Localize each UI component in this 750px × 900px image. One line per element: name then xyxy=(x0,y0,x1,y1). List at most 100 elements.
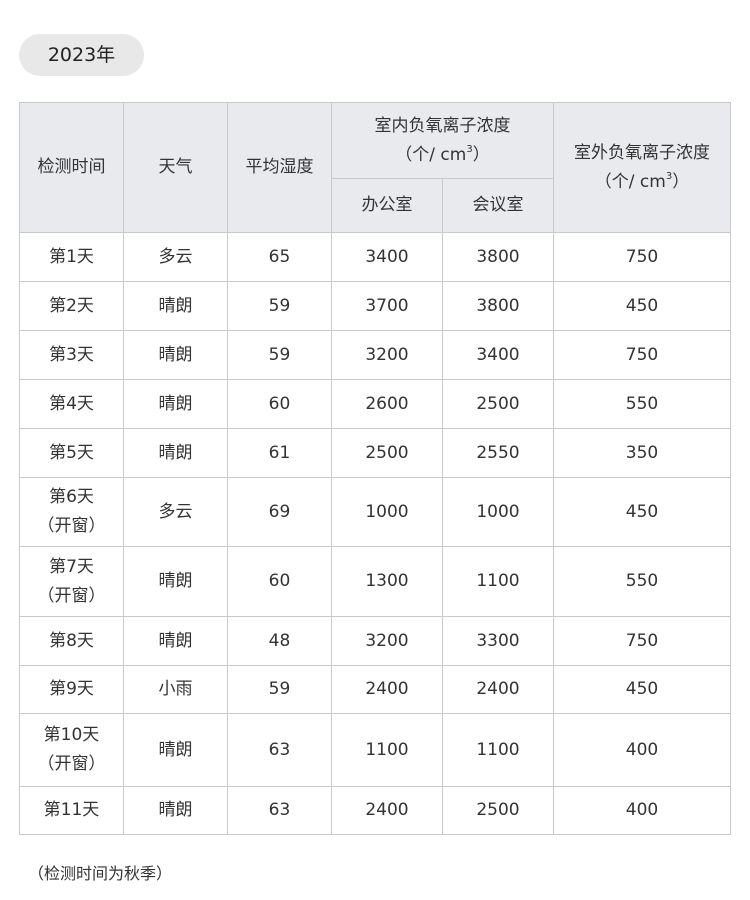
header-outdoor: 室外负氧离子浓度 （个/ cm3） xyxy=(553,102,731,233)
cell-humidity: 63 xyxy=(227,786,332,835)
day-note: （开窗） xyxy=(37,516,106,536)
cell-weather: 晴朗 xyxy=(123,786,228,835)
cell-office: 1100 xyxy=(331,713,443,787)
cell-date: 第1天 xyxy=(19,232,124,282)
cell-outdoor: 450 xyxy=(553,477,731,547)
day-note: （开窗） xyxy=(37,754,106,774)
cell-office: 2600 xyxy=(331,379,443,429)
unit-text: （个/ cm xyxy=(594,171,666,192)
cell-office: 2500 xyxy=(331,428,443,478)
table-row: 第6天 （开窗） 多云 69 1000 1000 450 xyxy=(19,477,731,547)
cell-office: 3400 xyxy=(331,232,443,282)
cell-outdoor: 400 xyxy=(553,713,731,787)
header-meeting: 会议室 xyxy=(442,178,554,233)
cell-date: 第4天 xyxy=(19,379,124,429)
header-outdoor-title: 室外负氧离子浓度 xyxy=(574,142,710,163)
table-row: 第1天 多云 65 3400 3800 750 xyxy=(19,232,731,282)
table-row: 第7天 （开窗） 晴朗 60 1300 1100 550 xyxy=(19,546,731,617)
ion-concentration-table: 检测时间 天气 平均湿度 室内负氧离子浓度 （个/ cm3） 室外负氧离子浓度 … xyxy=(19,102,731,835)
cell-weather: 晴朗 xyxy=(123,428,228,478)
cell-office: 2400 xyxy=(331,665,443,714)
cell-meeting: 3800 xyxy=(442,281,554,331)
cell-date: 第9天 xyxy=(19,665,124,714)
unit-superscript: 3 xyxy=(466,143,473,155)
cell-humidity: 59 xyxy=(227,281,332,331)
table-row: 第5天 晴朗 61 2500 2550 350 xyxy=(19,428,731,478)
header-weather: 天气 xyxy=(123,102,228,233)
cell-outdoor: 350 xyxy=(553,428,731,478)
cell-humidity: 69 xyxy=(227,477,332,547)
cell-weather: 晴朗 xyxy=(123,713,228,787)
header-office: 办公室 xyxy=(331,178,443,233)
table-row: 第10天 （开窗） 晴朗 63 1100 1100 400 xyxy=(19,713,731,787)
day-label: 第3天 xyxy=(49,344,94,365)
cell-office: 3700 xyxy=(331,281,443,331)
cell-humidity: 60 xyxy=(227,379,332,429)
cell-date: 第8天 xyxy=(19,616,124,666)
cell-date: 第10天 （开窗） xyxy=(19,713,124,787)
day-label: 第9天 xyxy=(49,679,94,699)
cell-outdoor: 450 xyxy=(553,281,731,331)
day-label: 第2天 xyxy=(49,295,94,316)
table-row: 第9天 小雨 59 2400 2400 450 xyxy=(19,665,731,714)
unit-superscript: 3 xyxy=(665,170,673,182)
cell-date: 第3天 xyxy=(19,330,124,380)
header-indoor-unit: （个/ cm3） xyxy=(332,141,553,170)
cell-date: 第11天 xyxy=(19,786,124,835)
cell-office: 1000 xyxy=(331,477,443,547)
header-humidity: 平均湿度 xyxy=(227,102,332,233)
cell-date: 第6天 （开窗） xyxy=(19,477,124,547)
header-outdoor-unit: （个/ cm3） xyxy=(554,168,730,197)
day-label: 第6天 xyxy=(49,487,94,507)
day-label: 第10天 xyxy=(43,725,100,745)
cell-humidity: 63 xyxy=(227,713,332,787)
day-label: 第1天 xyxy=(49,246,94,267)
cell-meeting: 3800 xyxy=(442,232,554,282)
day-label: 第11天 xyxy=(43,800,100,820)
cell-weather: 晴朗 xyxy=(123,330,228,380)
cell-outdoor: 400 xyxy=(553,786,731,835)
day-label: 第8天 xyxy=(49,630,94,651)
cell-meeting: 3300 xyxy=(442,616,554,666)
cell-humidity: 59 xyxy=(227,330,332,380)
cell-humidity: 61 xyxy=(227,428,332,478)
cell-date: 第7天 （开窗） xyxy=(19,546,124,617)
cell-meeting: 1100 xyxy=(442,546,554,617)
table-row: 第3天 晴朗 59 3200 3400 750 xyxy=(19,330,731,380)
cell-weather: 晴朗 xyxy=(123,379,228,429)
cell-weather: 晴朗 xyxy=(123,546,228,617)
cell-outdoor: 550 xyxy=(553,546,731,617)
cell-weather: 多云 xyxy=(123,232,228,282)
cell-meeting: 2550 xyxy=(442,428,554,478)
table-row: 第4天 晴朗 60 2600 2500 550 xyxy=(19,379,731,429)
unit-text: ） xyxy=(672,171,690,192)
cell-weather: 晴朗 xyxy=(123,616,228,666)
cell-office: 2400 xyxy=(331,786,443,835)
cell-meeting: 1000 xyxy=(442,477,554,547)
cell-outdoor: 750 xyxy=(553,330,731,380)
cell-humidity: 48 xyxy=(227,616,332,666)
cell-humidity: 65 xyxy=(227,232,332,282)
header-date: 检测时间 xyxy=(19,102,124,233)
cell-weather: 晴朗 xyxy=(123,281,228,331)
cell-outdoor: 750 xyxy=(553,616,731,666)
day-label: 第5天 xyxy=(49,442,94,463)
cell-humidity: 60 xyxy=(227,546,332,617)
cell-meeting: 2400 xyxy=(442,665,554,714)
footnote: （检测时间为秋季） xyxy=(28,864,173,883)
table-row: 第2天 晴朗 59 3700 3800 450 xyxy=(19,281,731,331)
cell-office: 3200 xyxy=(331,330,443,380)
cell-date: 第5天 xyxy=(19,428,124,478)
cell-weather: 小雨 xyxy=(123,665,228,714)
cell-humidity: 59 xyxy=(227,665,332,714)
cell-meeting: 2500 xyxy=(442,786,554,835)
cell-meeting: 1100 xyxy=(442,713,554,787)
cell-date: 第2天 xyxy=(19,281,124,331)
year-badge: 2023年 xyxy=(19,34,144,76)
day-note: （开窗） xyxy=(37,585,106,606)
day-label: 第4天 xyxy=(49,393,94,414)
cell-outdoor: 750 xyxy=(553,232,731,282)
header-indoor: 室内负氧离子浓度 （个/ cm3） xyxy=(331,102,554,179)
cell-office: 1300 xyxy=(331,546,443,617)
table-row: 第11天 晴朗 63 2400 2500 400 xyxy=(19,786,731,835)
